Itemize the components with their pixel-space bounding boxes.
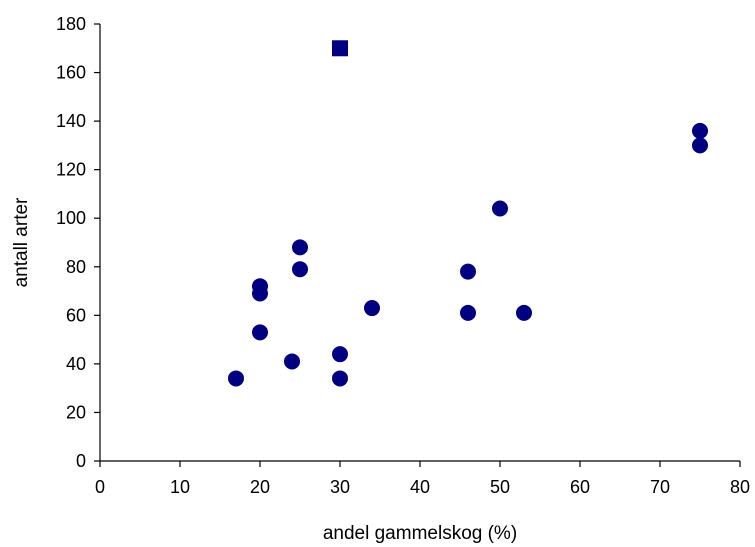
x-axis-title: andel gammelskog (%) [323, 523, 517, 544]
data-point [228, 370, 244, 387]
x-tick-label: 60 [570, 477, 590, 497]
data-point [492, 200, 508, 217]
data-point [460, 263, 476, 280]
y-tick-label: 40 [66, 354, 86, 374]
data-point [284, 353, 300, 370]
data-point [692, 122, 708, 139]
y-tick-label: 120 [56, 160, 86, 180]
x-tick-label: 20 [250, 477, 270, 497]
data-point [516, 304, 532, 321]
x-tick-label: 0 [95, 477, 105, 497]
x-tick-label: 40 [410, 477, 430, 497]
data-point [332, 370, 348, 387]
y-tick-label: 60 [66, 305, 86, 325]
y-tick-label: 180 [56, 14, 86, 34]
y-tick-label: 80 [66, 257, 86, 277]
y-tick-label: 100 [56, 208, 86, 228]
x-tick-label: 70 [650, 477, 670, 497]
data-point [292, 239, 308, 256]
y-tick-label: 0 [76, 451, 86, 471]
data-point [252, 285, 268, 302]
axes [99, 24, 740, 462]
x-tick-label: 80 [730, 477, 750, 497]
data-point [460, 304, 476, 321]
y-tick-label: 160 [56, 63, 86, 83]
x-tick-label: 50 [490, 477, 510, 497]
x-tick-label: 30 [330, 477, 350, 497]
y-tick-label: 20 [66, 402, 86, 422]
data-point [692, 137, 708, 154]
y-ticks: 0 20 40 60 80 100 120 140 160 180 [56, 14, 100, 471]
x-tick-label: 10 [170, 477, 190, 497]
data-point-square [332, 40, 348, 57]
data-point [332, 346, 348, 363]
data-point [364, 300, 380, 317]
data-point [252, 324, 268, 341]
data-point [292, 261, 308, 278]
data-points [228, 40, 708, 387]
x-ticks: 0 10 20 30 40 50 60 70 80 [95, 461, 750, 497]
y-tick-label: 140 [56, 111, 86, 131]
y-axis-title: antall arter [11, 197, 32, 287]
